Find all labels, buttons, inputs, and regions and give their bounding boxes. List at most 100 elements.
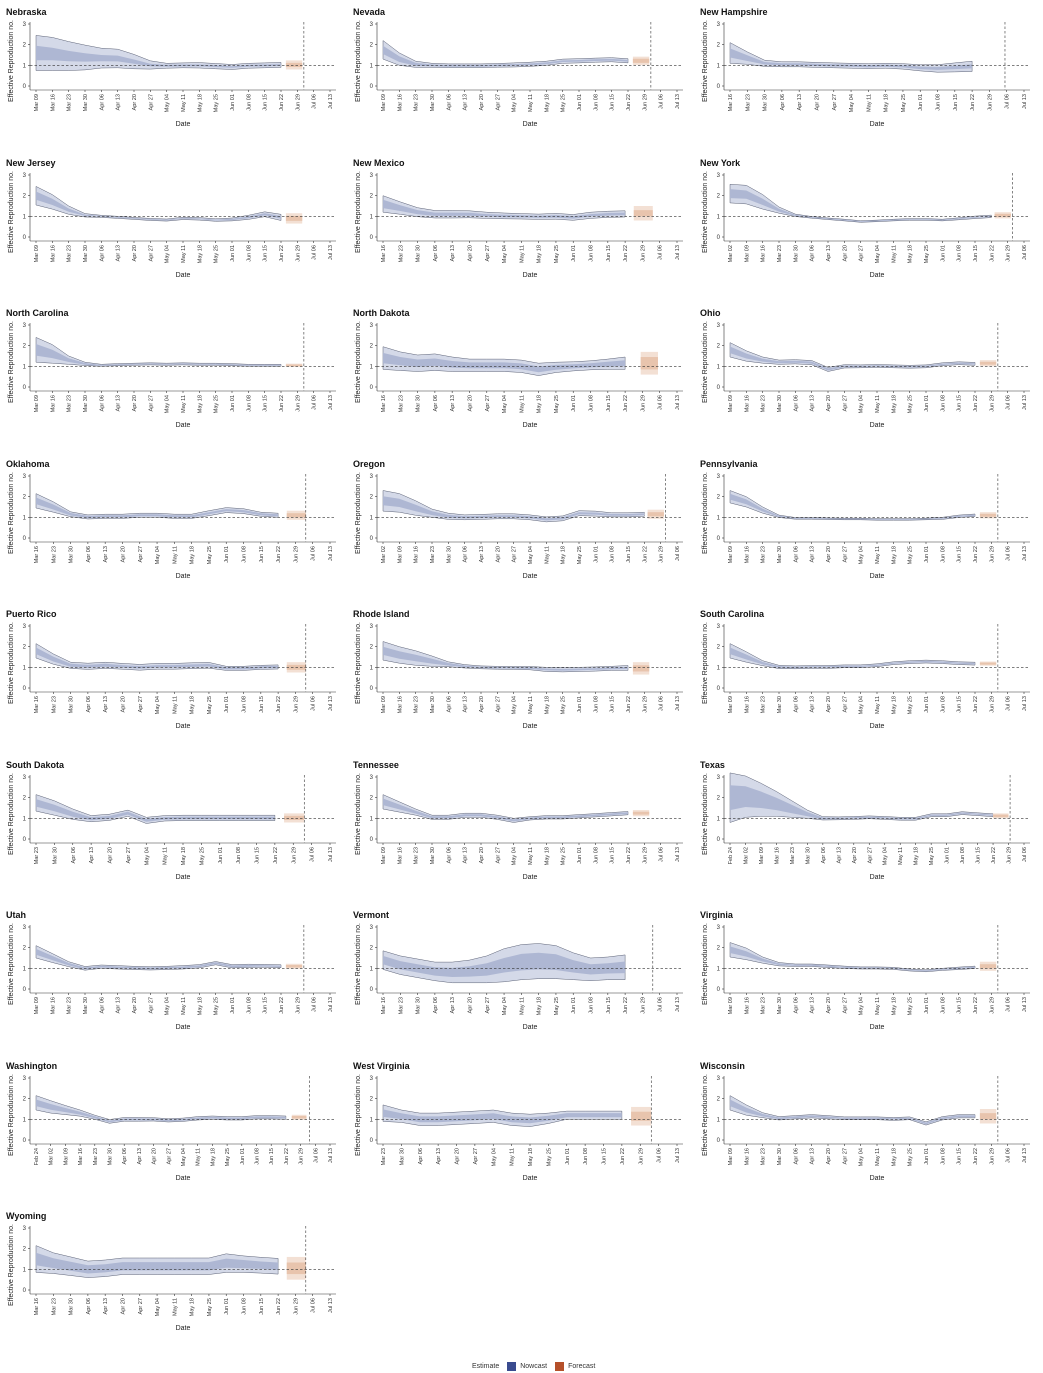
x-tick-label: Jun 15 [255,847,261,864]
chart-panel: Wisconsin Effective Reproduction no. 0 1 2 3 M… [700,1061,1030,1182]
x-tick-label: May 04 [859,1148,865,1166]
x-tick-label: Apr 27 [842,696,848,712]
x-tick-label: May 18 [181,847,187,865]
y-tick-label: 3 [717,775,721,781]
y-tick-label: 0 [717,987,721,993]
x-tick-label: Mar 23 [381,1148,387,1165]
x-tick-label: Apr 06 [86,1298,92,1314]
x-tick-label: Apr 20 [120,546,126,562]
x-tick-label: Jul 06 [312,94,318,109]
y-tick-label: 1 [717,63,721,69]
x-tick-label: Mar 30 [763,94,769,111]
x-tick-label: May 25 [908,546,914,564]
x-tick-label: May 11 [196,1148,202,1166]
nowcast-inner-band [730,493,975,520]
x-tick-label: May 18 [210,1148,216,1166]
panel-title: North Carolina [6,308,69,318]
x-axis-label: Date [176,723,191,730]
y-tick-label: 3 [370,323,374,329]
x-tick-label: Feb 24 [34,1148,40,1165]
x-tick-label: Jun 01 [224,1298,230,1315]
forecast-inner-band [994,213,1011,217]
x-tick-label: May 25 [561,696,567,714]
panel-title: Washington [6,1061,57,1071]
x-tick-label: Jun 29 [293,1298,299,1315]
x-tick-label: Jun 01 [571,997,577,1014]
x-tick-label: Mar 30 [69,696,75,713]
chart-panel: Nevada Effective Reproduction no. 0 1 2 3 Mar … [353,7,683,128]
y-tick-label: 1 [23,1267,27,1273]
x-axis-label: Date [870,1024,885,1031]
y-axis-label: Effective Reproduction no. [8,772,15,854]
x-tick-label: Jul 06 [1006,1148,1012,1163]
x-tick-label: Jun 22 [642,546,648,563]
nowcast-outer-band [35,185,282,222]
x-tick-label: Mar 30 [416,997,422,1014]
x-tick-label: Apr 27 [473,1148,479,1164]
x-tick-label: Apr 06 [793,696,799,712]
x-tick-label: May 18 [914,847,920,865]
x-tick-label: Apr 20 [826,997,832,1013]
x-tick-label: Mar 16 [744,546,750,563]
panel-title: Tennessee [353,760,399,770]
x-tick-label: Jun 15 [263,997,269,1014]
y-axis-label: Effective Reproduction no. [355,321,362,403]
y-tick-label: 0 [717,536,721,542]
x-tick-label: May 18 [544,847,550,865]
x-tick-label: Apr 20 [108,847,114,863]
x-tick-label: Apr 27 [148,94,154,110]
nowcast-outer-band [35,793,276,824]
x-tick-label: Jun 01 [230,245,236,262]
x-axis-label: Date [176,422,191,429]
y-tick-label: 2 [717,344,721,350]
x-tick-label: May 04 [502,395,508,413]
x-tick-label: Jul 06 [659,696,665,711]
x-tick-label: Jul 13 [1022,1148,1028,1163]
x-tick-label: Jul 06 [313,1148,319,1163]
chart-panel: West Virginia Effective Reproduction no. 0… [353,1061,683,1182]
x-tick-label: Mar 09 [759,847,765,864]
x-tick-label: Mar 09 [728,1148,734,1165]
x-tick-label: Jun 01 [565,1148,571,1165]
y-tick-label: 1 [370,816,374,822]
y-tick-label: 3 [370,474,374,480]
x-tick-label: Mar 16 [381,997,387,1014]
x-tick-label: Jun 15 [606,245,612,262]
x-tick-label: Jun 29 [291,847,297,864]
legend-swatch-nowcast [507,1361,517,1371]
x-tick-label: Jul 06 [1006,997,1012,1012]
x-tick-label: Apr 20 [479,696,485,712]
y-tick-label: 3 [717,925,721,931]
y-tick-label: 3 [23,925,27,931]
x-tick-label: Apr 06 [71,847,77,863]
x-tick-label: Jun 22 [620,1148,626,1165]
x-tick-label: Mar 16 [381,245,387,262]
x-tick-label: Jun 15 [606,997,612,1014]
x-tick-label: May 11 [181,997,187,1015]
forecast-inner-band [647,511,664,516]
x-tick-label: Apr 20 [132,997,138,1013]
x-tick-label: Apr 13 [810,696,816,712]
x-tick-label: May 25 [554,245,560,263]
x-tick-label: Apr 13 [137,1148,143,1164]
x-tick-label: May 04 [859,997,865,1015]
x-tick-label: Apr 06 [433,245,439,261]
x-tick-label: May 11 [528,696,534,714]
x-tick-label: May 04 [512,94,518,112]
x-tick-label: Mar 23 [51,546,57,563]
chart-panel: Wyoming Effective Reproduction no. 0 1 2 3 Mar… [6,1211,336,1332]
y-tick-label: 0 [717,1138,721,1144]
x-tick-label: Jul 06 [312,395,318,410]
x-tick-label: May 18 [891,395,897,413]
nowcast-outer-band [382,793,629,823]
forecast-inner-band [979,361,997,365]
y-tick-label: 0 [370,1138,374,1144]
y-axis-label: Effective Reproduction no. [702,170,709,252]
panel-title: Ohio [700,308,721,318]
x-tick-label: Mar 23 [51,696,57,713]
forecast-inner-band [285,215,303,221]
x-tick-label: Mar 09 [63,1148,69,1165]
x-tick-label: Apr 27 [842,997,848,1013]
x-tick-label: May 25 [561,94,567,112]
x-tick-label: Apr 20 [467,395,473,411]
